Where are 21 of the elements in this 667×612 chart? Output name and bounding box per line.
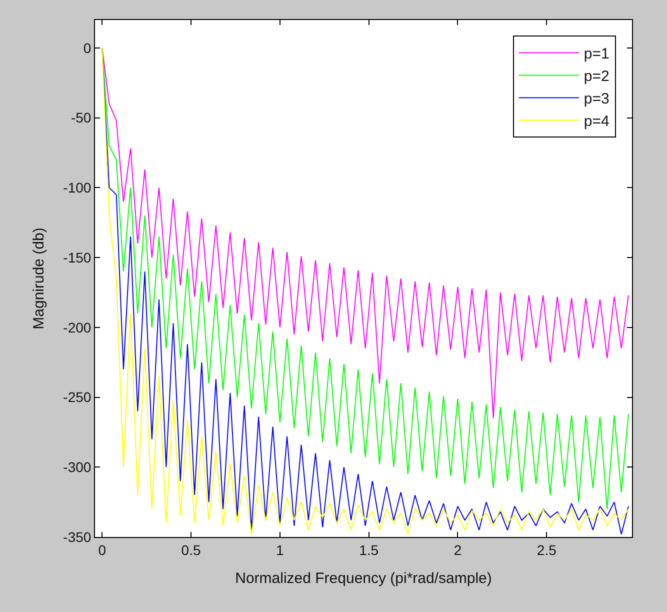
x-tick-label: 2 [454, 542, 462, 558]
y-tick-label: -200 [63, 319, 92, 336]
legend-label: p=1 [584, 46, 610, 63]
y-axis-title: Magnirude (db) [30, 228, 48, 330]
y-tick-label: -50 [70, 110, 92, 126]
legend-label: p=4 [584, 113, 610, 130]
x-tick-label: 0.5 [181, 542, 201, 558]
legend-label: p=3 [584, 90, 610, 108]
y-tick-label: -300 [63, 459, 92, 476]
x-tick-label: 2.5 [536, 542, 557, 558]
x-axis-title: Normalized Frequency (pi*rad/sample) [235, 570, 492, 587]
x-tick-label: 0 [98, 542, 106, 558]
x-tick-label: 1.5 [359, 542, 379, 558]
legend-label: p=2 [584, 68, 610, 86]
y-tick-label: -100 [63, 180, 92, 196]
y-tick-label: -350 [63, 528, 92, 545]
x-tick-label: 1 [276, 542, 284, 558]
y-tick-label: 0 [83, 40, 92, 56]
line-series [102, 47, 629, 419]
y-tick-label: -250 [63, 389, 92, 406]
y-tick-label: -150 [63, 249, 92, 266]
